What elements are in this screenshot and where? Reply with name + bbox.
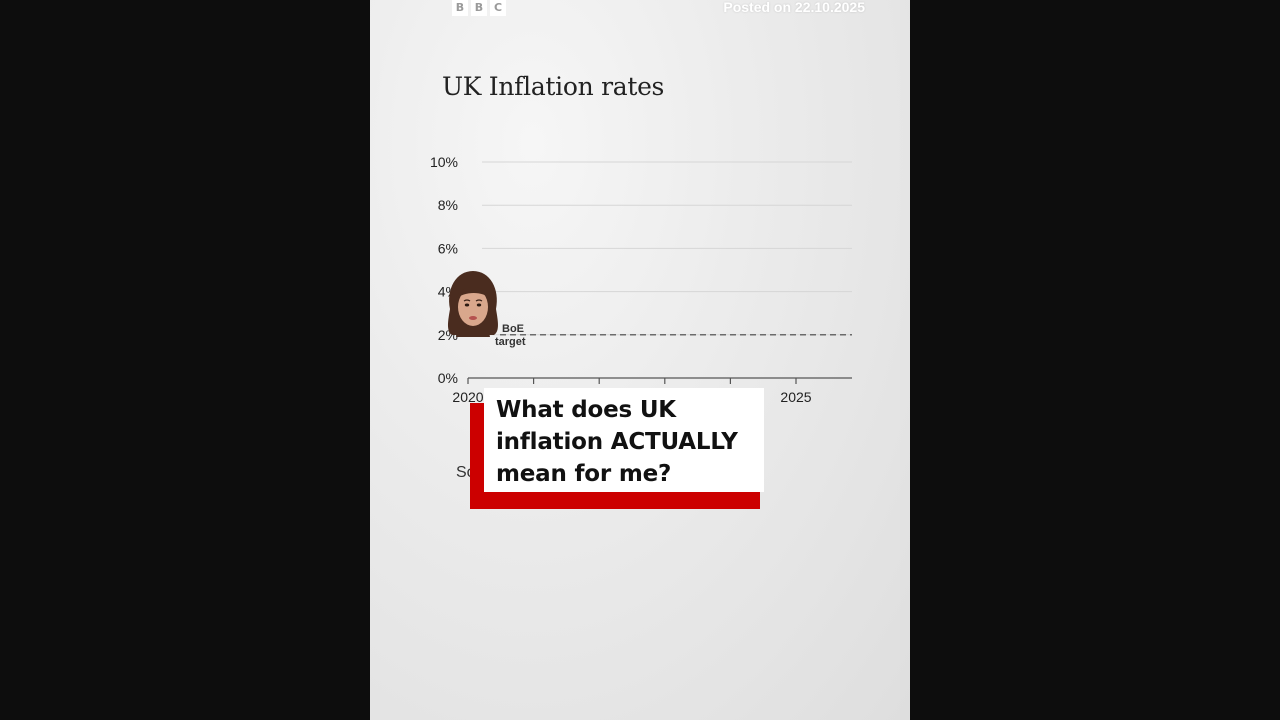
- x-tick-label: 2020: [452, 389, 483, 405]
- bbc-logo: B B C: [452, 0, 506, 16]
- reference-label: target: [495, 336, 526, 348]
- video-caption: What does UK inflation ACTUALLY mean for…: [470, 388, 764, 509]
- x-tick-label: 2025: [780, 389, 811, 405]
- y-tick-label: 0%: [438, 370, 458, 386]
- reference-label: BoE: [502, 323, 524, 335]
- y-tick-label: 8%: [438, 197, 458, 213]
- y-tick-label: 6%: [438, 240, 458, 256]
- video-frame[interactable]: B B C Posted on 22.10.2025 UK Inflation …: [370, 0, 910, 720]
- presenter-avatar: [448, 271, 498, 337]
- bbc-logo-letter: B: [452, 0, 468, 16]
- posted-date: Posted on 22.10.2025: [723, 0, 865, 15]
- caption-panel: [484, 388, 764, 492]
- x-axis-ticks: 2020 2025: [452, 378, 812, 405]
- chart-title: UK Inflation rates: [442, 72, 665, 101]
- chart-gridlines: [482, 161, 852, 336]
- bbc-logo-letter: C: [490, 0, 506, 16]
- y-tick-label: 10%: [430, 154, 458, 170]
- caption-text: What does UK inflation ACTUALLY mean for…: [496, 397, 738, 487]
- bbc-logo-letter: B: [471, 0, 487, 16]
